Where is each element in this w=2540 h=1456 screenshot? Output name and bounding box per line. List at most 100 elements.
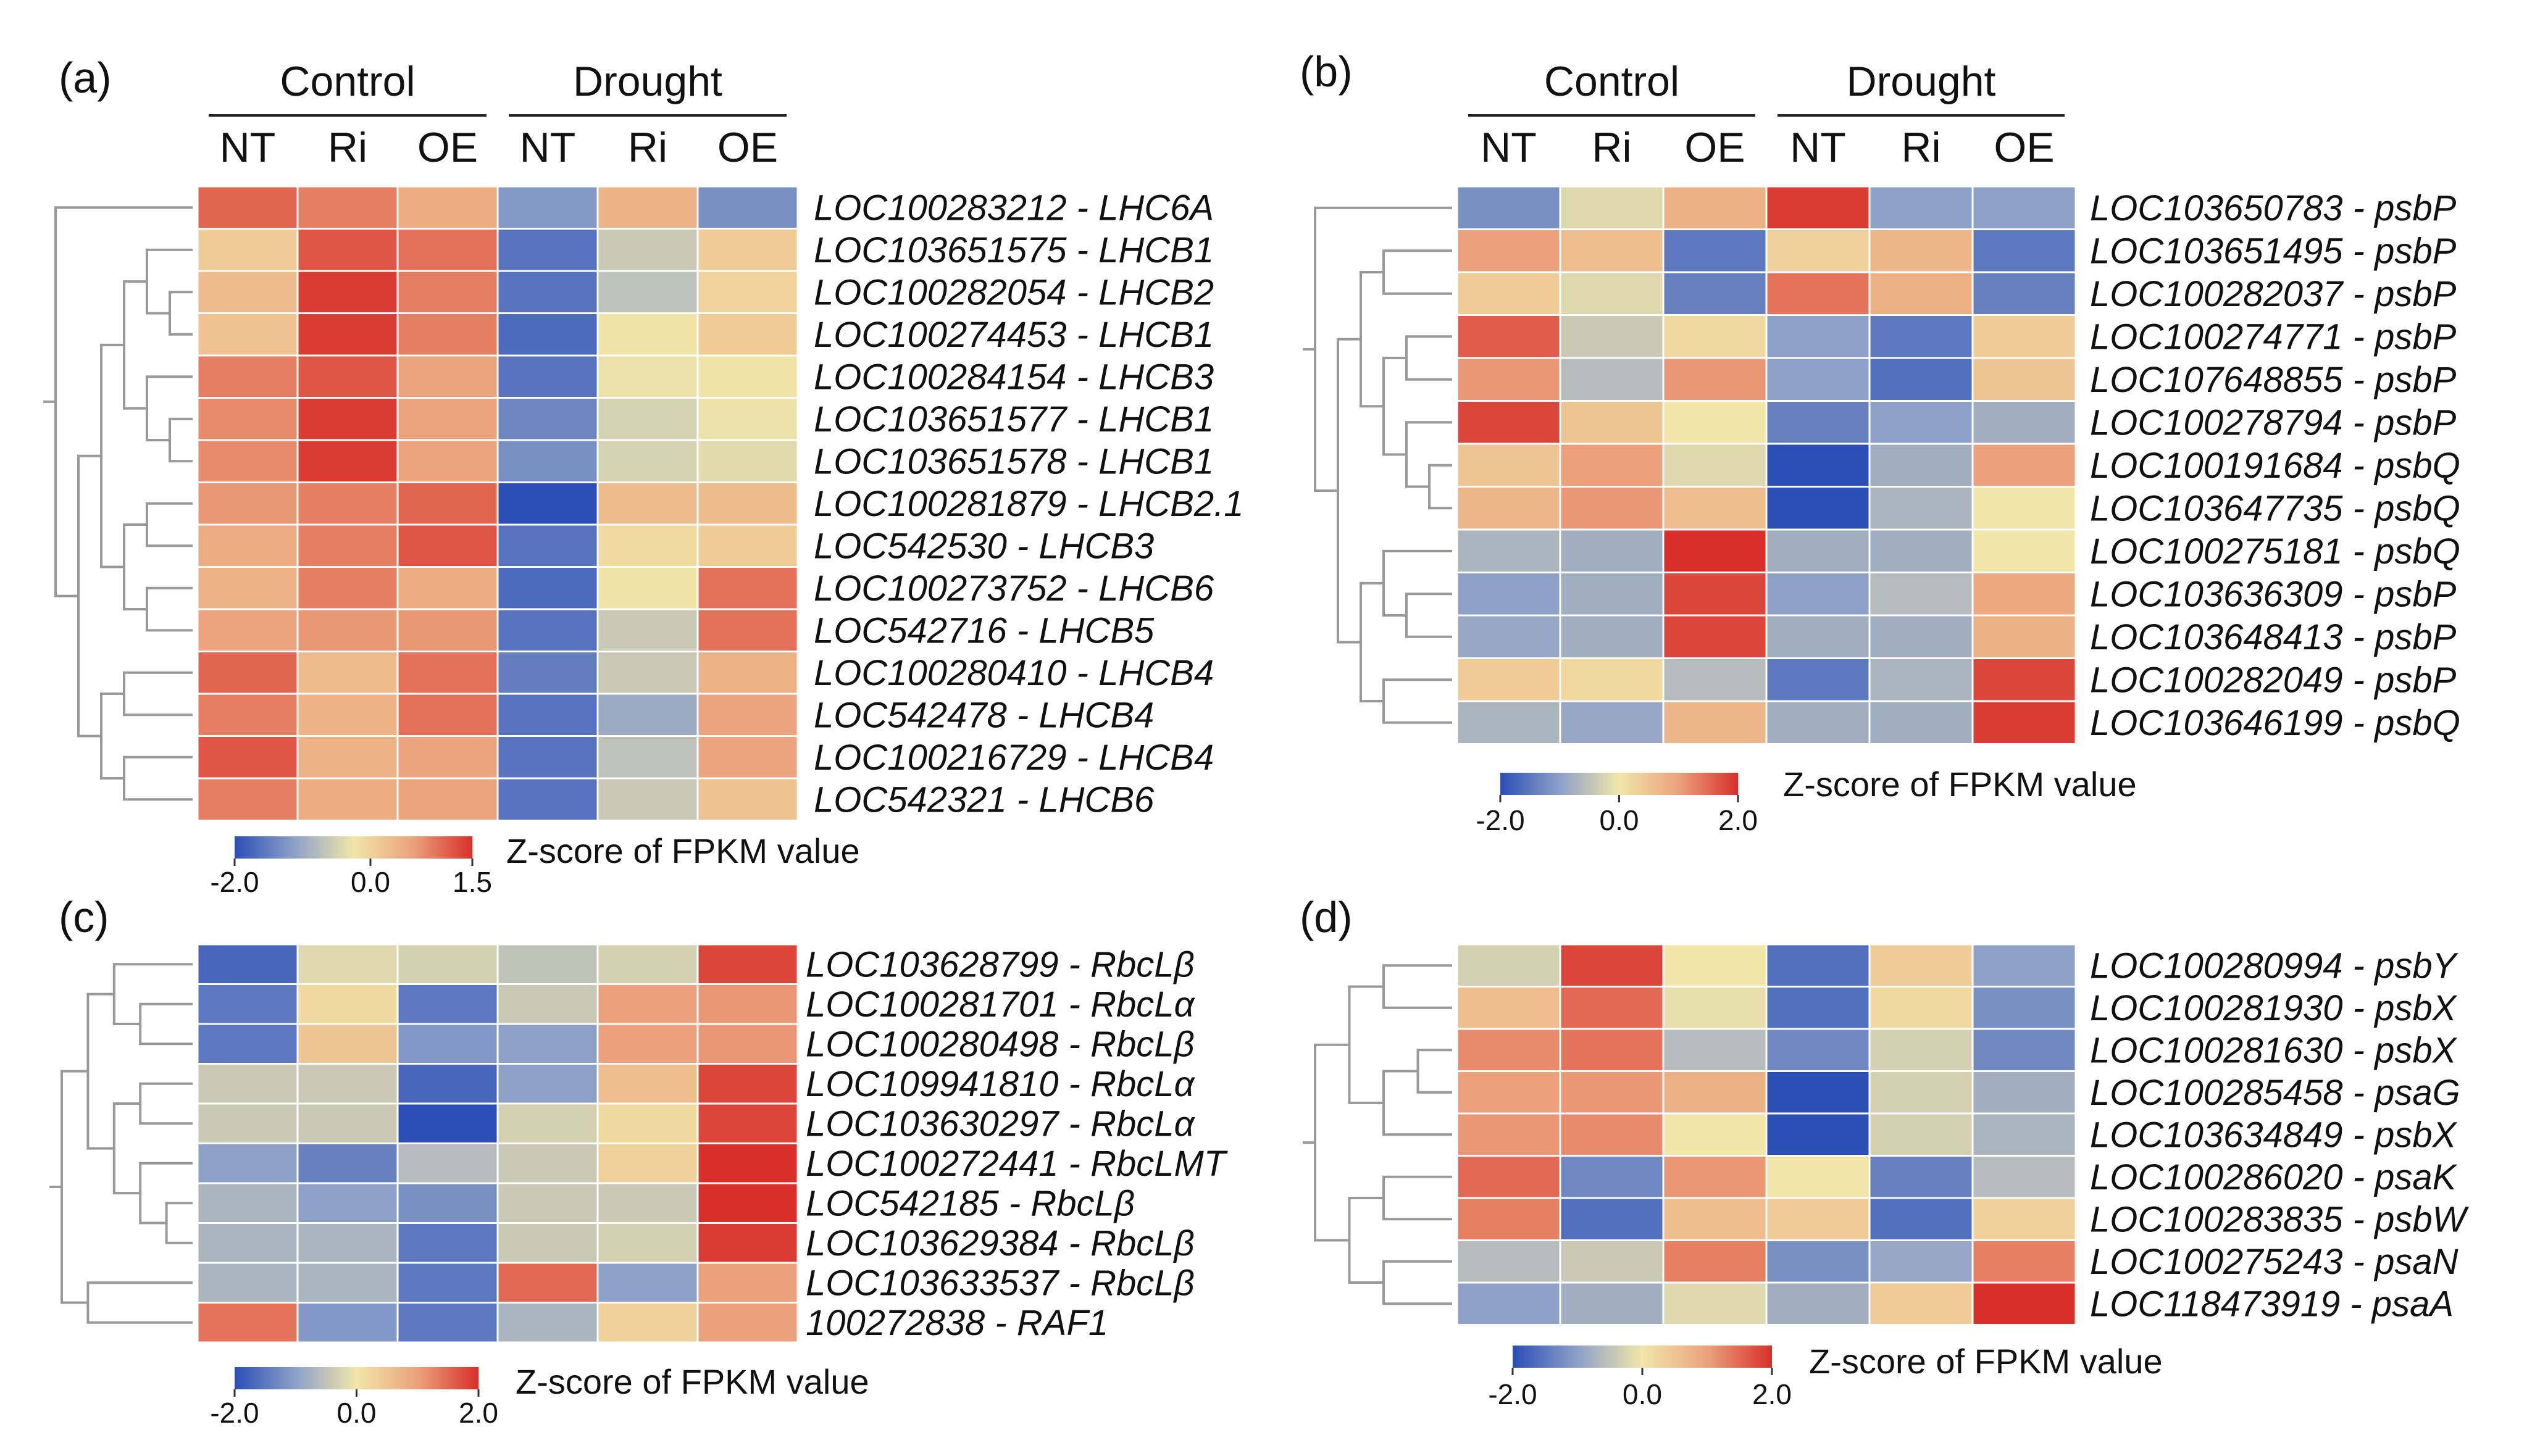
- heatmap-cell: [1868, 271, 1974, 316]
- colorbar-tick-label: 0.0: [1623, 1378, 1662, 1410]
- row-label: LOC100191684 - psbQ: [2090, 446, 2460, 486]
- heatmap-cell: [296, 1142, 399, 1184]
- heatmap-cell: [396, 693, 499, 737]
- row-label: LOC103629384 - RbcLβ: [806, 1223, 1195, 1263]
- heatmap-cell: [596, 1063, 699, 1105]
- column-label: OE: [1994, 124, 2054, 171]
- heatmap-cell: [396, 354, 499, 399]
- dendrogram-branch: [1360, 271, 1384, 408]
- heatmap-cell: [596, 1182, 699, 1224]
- dendrogram-branch: [100, 343, 124, 568]
- heatmap-cell: [1765, 572, 1871, 617]
- heatmap-cell: [596, 983, 699, 1025]
- heatmap-cell: [596, 608, 699, 652]
- heatmap-cell: [1662, 1281, 1768, 1326]
- heatmap-cell: [1662, 657, 1768, 702]
- heatmap-cell: [1868, 185, 1974, 230]
- row-label: LOC103636309 - psbP: [2090, 574, 2457, 614]
- dendrogram-branch: [1382, 678, 1452, 724]
- colorbar: [1513, 1346, 1772, 1368]
- row-label: LOC103651495 - psbP: [2090, 231, 2457, 271]
- heatmap-cell: [1456, 228, 1561, 273]
- heatmap-cell: [496, 651, 599, 695]
- heatmap-cell: [1971, 443, 2077, 488]
- heatmap-cell: [496, 312, 599, 357]
- heatmap-cell: [1559, 271, 1665, 316]
- heatmap-cell: [1559, 1070, 1665, 1115]
- heatmap-cell: [196, 312, 299, 357]
- heatmap-cell: [1868, 572, 1974, 617]
- heatmap-cell: [696, 983, 799, 1025]
- colorbar-tick-label: 0.0: [337, 1397, 377, 1429]
- heatmap-cell: [296, 1102, 399, 1144]
- colorbar: [1500, 773, 1738, 795]
- heatmap-cell: [396, 608, 499, 652]
- heatmap-cell: [596, 185, 699, 230]
- heatmap-cell: [1456, 357, 1561, 402]
- heatmap-cell: [1456, 1281, 1561, 1326]
- row-label: LOC542530 - LHCB3: [814, 526, 1154, 566]
- colorbar-tick-label: 0.0: [1600, 804, 1639, 836]
- heatmap-cell: [296, 608, 399, 652]
- dendrogram-branch: [86, 1281, 193, 1324]
- row-label: LOC103651578 - LHCB1: [814, 441, 1214, 481]
- heatmap-cell: [296, 1222, 399, 1264]
- heatmap-cell: [1662, 1197, 1768, 1241]
- heatmap-cell: [1662, 572, 1768, 617]
- colorbar: [235, 836, 472, 859]
- heatmap-cell: [296, 1063, 399, 1105]
- column-label: OE: [1684, 124, 1745, 171]
- row-label: LOC103630297 - RbcLα: [806, 1104, 1196, 1144]
- heatmap-cell: [196, 523, 299, 568]
- column-label: Ri: [1592, 124, 1631, 171]
- heatmap-cell: [396, 943, 499, 985]
- heatmap-cell: [196, 397, 299, 441]
- heatmap-cell: [696, 312, 799, 357]
- dendrogram-branch: [1405, 593, 1452, 638]
- heatmap-cell: [496, 1222, 599, 1264]
- heatmap-cell: [1971, 1239, 2077, 1284]
- heatmap-cell: [1765, 986, 1871, 1030]
- heatmap-cell: [696, 1063, 799, 1105]
- heatmap-cell: [296, 1262, 399, 1304]
- heatmap-cell: [596, 735, 699, 780]
- heatmap-cell: [1456, 528, 1561, 573]
- heatmap-cell: [396, 1023, 499, 1065]
- heatmap-cell: [1971, 1281, 2077, 1326]
- heatmap-cell: [1662, 314, 1768, 359]
- dendrogram-branch: [1382, 357, 1406, 456]
- heatmap-cell: [1765, 443, 1871, 488]
- column-label: OE: [417, 124, 478, 171]
- heatmap-cell: [296, 312, 399, 357]
- panel-letter: (b): [1300, 48, 1353, 96]
- heatmap-cell: [196, 608, 299, 652]
- heatmap-cell: [1971, 357, 2077, 402]
- row-label: LOC100283835 - psbW: [2090, 1199, 2470, 1239]
- heatmap-cell: [1765, 314, 1871, 359]
- heatmap-cell: [396, 1142, 499, 1184]
- row-label: LOC118473919 - psaA: [2090, 1284, 2454, 1324]
- heatmap-cell: [1559, 1239, 1665, 1284]
- column-label: NT: [520, 124, 576, 171]
- heatmap-cell: [196, 1142, 299, 1184]
- heatmap-cell: [1765, 1281, 1871, 1326]
- heatmap-cell: [1662, 986, 1768, 1030]
- heatmap-cell: [1765, 1028, 1871, 1072]
- heatmap-cell: [1971, 1112, 2077, 1157]
- heatmap-cell: [596, 651, 699, 695]
- heatmap-cell: [196, 735, 299, 780]
- heatmap-cell: [696, 228, 799, 272]
- heatmap-cell: [696, 1102, 799, 1144]
- heatmap-cell: [596, 693, 699, 737]
- heatmap-cell: [196, 481, 299, 526]
- heatmap-cell: [1662, 1112, 1768, 1157]
- row-label: LOC103647735 - psbQ: [2090, 488, 2460, 528]
- heatmap-cell: [1868, 314, 1974, 359]
- heatmap-cell: [396, 1102, 499, 1144]
- row-label: LOC100281630 - psbX: [2090, 1030, 2458, 1070]
- dendrogram-branch: [1428, 464, 1452, 510]
- heatmap-cell: [1868, 400, 1974, 445]
- row-label: LOC542321 - LHCB6: [814, 780, 1155, 820]
